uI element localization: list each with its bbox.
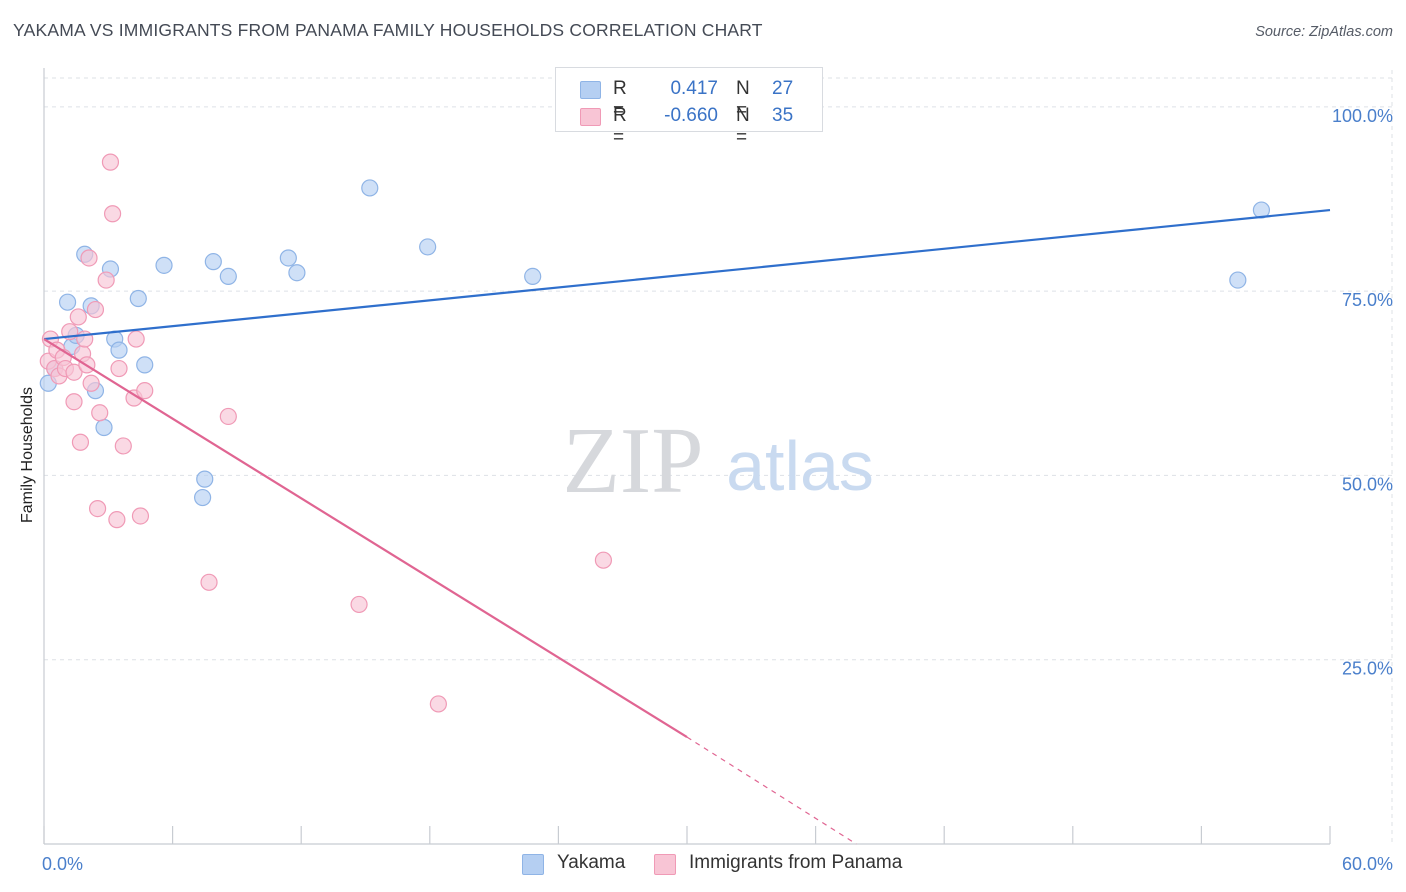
yakama-point [1229,271,1247,289]
y-tick-label: 75.0% [1342,290,1393,310]
yakama-point [1252,201,1271,219]
panama-point [127,330,145,348]
trend-lines [43,208,1331,845]
yakama-point [129,289,147,308]
yakama-point [419,238,437,256]
n-label: N = [736,105,750,148]
panama-point [103,205,122,223]
yakama-point [279,249,297,267]
yakama-point [194,488,212,507]
r-value: -0.660 [664,105,718,126]
panama-point [71,433,90,451]
x-tick-label: 60.0% [1342,854,1393,874]
panama-point [350,595,368,614]
panama-point [101,153,120,171]
yakama-point [524,267,542,285]
r-label: R = [613,78,627,121]
yakama-point [288,264,306,282]
panama-point [82,374,100,392]
panama-point [69,308,87,326]
axes [43,68,1331,845]
y-tick-label: 100.0% [1332,106,1393,126]
r-value: 0.417 [670,78,718,99]
yakama-point [95,418,113,437]
watermark-zip: ZIP [563,409,704,513]
panama-point [86,300,105,319]
panama-point [80,249,98,267]
panama-point [429,695,447,713]
panama-point [594,551,613,569]
n-value: 27 [772,78,794,99]
yakama-point [196,470,214,488]
watermark: ZIP atlas [563,409,874,513]
yakama-swatch [580,81,601,99]
panama-point [200,573,218,591]
chart-title: YAKAMA VS IMMIGRANTS FROM PANAMA FAMILY … [13,20,763,40]
panama-trend-line [43,338,688,739]
panama-point [131,507,150,525]
panama-point [114,437,132,455]
x-tick-label: 0.0% [42,854,83,874]
tick-labels: 25.0% 50.0% 75.0% 100.0% 0.0% 60.0% [42,106,1393,874]
yakama-point [136,356,154,374]
panama-trend-extension [686,736,857,845]
legend-label-panama: Immigrants from Panama [689,852,903,873]
panama-point [136,382,154,400]
n-label: N = [736,78,750,121]
watermark-atlas: atlas [726,427,874,505]
yakama-point [155,256,173,274]
panama-point [65,393,83,411]
panama-point [219,407,237,426]
gridlines [44,70,1393,844]
y-axis-label: Family Households [19,386,36,524]
panama-point [65,363,83,381]
source-label: Source: ZipAtlas.com [1255,24,1393,40]
yakama-point [361,179,379,197]
n-value: 35 [772,105,794,126]
legend-label-yakama: Yakama [557,852,626,873]
legend-swatch-panama [654,854,676,875]
panama-point [108,511,126,529]
yakama-point [110,341,128,359]
legend: Yakama Immigrants from Panama [0,852,1406,878]
yakama-point [219,267,237,285]
panama-point [88,500,107,518]
panama-point [97,271,115,289]
panama-swatch [580,108,601,126]
yakama-point [58,293,77,311]
panama-point [91,404,109,422]
y-tick-label: 50.0% [1342,474,1393,494]
y-tick-label: 25.0% [1342,659,1393,679]
yakama-trend-line [43,208,1331,341]
yakama-point [204,253,222,271]
panama-point [110,359,128,378]
legend-swatch-yakama [522,854,544,875]
stats-box: R = 0.417 N = 27 R = -0.660 N = 35 [555,67,823,148]
r-label: R = [613,105,627,148]
